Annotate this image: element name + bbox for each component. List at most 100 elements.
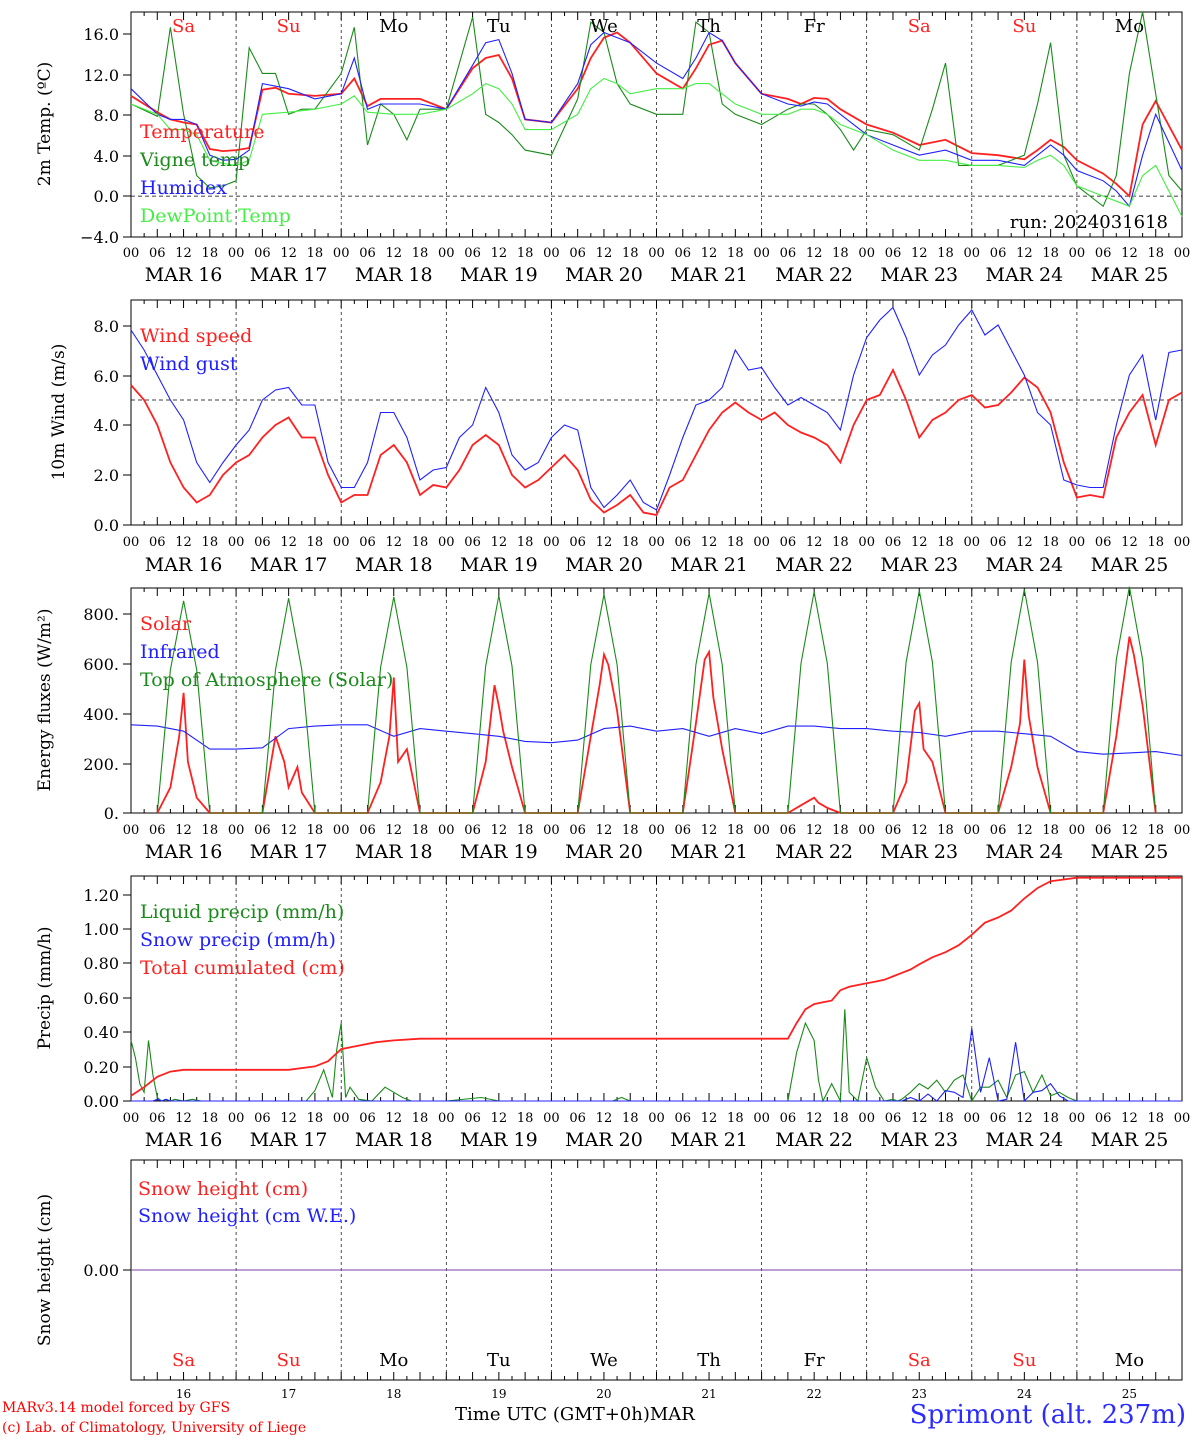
date-label: MAR 20: [565, 264, 643, 286]
hour-tick-label: 06: [675, 246, 692, 261]
hour-tick-label: 06: [149, 535, 166, 550]
legend-entry: DewPoint Temp: [140, 205, 291, 227]
hour-tick-label: 18: [622, 823, 639, 838]
day-name-top: Sa: [908, 16, 931, 37]
date-label: MAR 18: [355, 554, 433, 576]
legend-entry: Wind speed: [140, 325, 252, 347]
panel-2: 8.0 6.0 4.0 2.0 0.0 10m Wind (m/s) Wind speed W…: [49, 299, 1190, 576]
hour-tick-label: 12: [491, 823, 508, 838]
date-label: MAR 22: [775, 554, 853, 576]
legend-entry: Solar: [140, 613, 192, 635]
series-line-1: [130, 31, 1183, 198]
hour-tick-label: 12: [701, 535, 718, 550]
hour-tick-label: 06: [569, 1111, 586, 1126]
hour-tick-label: 00: [333, 823, 350, 838]
hour-tick-label: 12: [1121, 823, 1138, 838]
day-name-top: Mo: [379, 16, 408, 37]
hour-tick-label: 12: [911, 823, 928, 838]
day-number: 19: [491, 1387, 506, 1401]
legend-entry: Infrared: [140, 641, 220, 663]
hour-tick-label: 00: [543, 823, 560, 838]
panel-4: 1.20 1.00 0.80 0.60 0.40 0.20 0.00 Precip (mm/h…: [35, 875, 1191, 1151]
hour-tick-label: 18: [517, 1111, 534, 1126]
date-label: MAR 23: [880, 1129, 958, 1151]
day-number: 20: [596, 1387, 611, 1401]
hour-tick-label: 12: [911, 535, 928, 550]
date-label: MAR 16: [145, 1129, 223, 1151]
hour-tick-label: 00: [1174, 246, 1191, 261]
hour-tick-label: 06: [254, 246, 271, 261]
y-tick-label: 400.: [83, 705, 119, 724]
hour-tick-label: 00: [964, 535, 981, 550]
hour-tick-label: 12: [701, 246, 718, 261]
date-label: MAR 19: [460, 554, 538, 576]
hour-tick-label: 18: [412, 1111, 429, 1126]
date-label: MAR 21: [670, 264, 748, 286]
day-number: 22: [807, 1387, 822, 1401]
hour-tick-label: 18: [307, 535, 324, 550]
hour-tick-label: 06: [1095, 246, 1112, 261]
hour-tick-label: 06: [359, 535, 376, 550]
series-line-2: [130, 11, 1183, 208]
hour-tick-label: 12: [491, 535, 508, 550]
date-label: MAR 18: [355, 1129, 433, 1151]
hour-tick-label: 18: [937, 246, 954, 261]
date-label: MAR 16: [145, 841, 223, 863]
y-axis-label: Snow height (cm): [35, 1194, 55, 1346]
hour-tick-label: 12: [280, 823, 297, 838]
hour-tick-label: 06: [1095, 535, 1112, 550]
hour-tick-label: 18: [1042, 535, 1059, 550]
hour-tick-label: 00: [123, 1111, 140, 1126]
hour-tick-label: 00: [228, 1111, 245, 1126]
y-tick-label: 8.0: [94, 106, 119, 125]
hour-tick-label: 12: [385, 823, 402, 838]
hour-tick-label: 18: [202, 823, 219, 838]
hour-tick-label: 12: [1121, 535, 1138, 550]
panel-frame: [130, 587, 1183, 814]
hour-tick-label: 12: [701, 823, 718, 838]
hour-tick-label: 00: [964, 823, 981, 838]
date-label: MAR 23: [880, 554, 958, 576]
credits: MARv3.14 model forced by GFS (c) Lab. of…: [2, 1398, 306, 1438]
day-name-top: Su: [277, 16, 301, 37]
day-number: 17: [281, 1387, 296, 1401]
hour-tick-label: 06: [885, 823, 902, 838]
day-name-top: Tu: [487, 16, 511, 37]
date-label: MAR 25: [1091, 264, 1169, 286]
series-line-1: [130, 367, 1183, 517]
series-line-1: [130, 1009, 1078, 1104]
y-tick-label: 0.60: [83, 989, 119, 1008]
date-label: MAR 21: [670, 554, 748, 576]
y-axis-label: 10m Wind (m/s): [49, 344, 69, 481]
date-label: MAR 21: [670, 841, 748, 863]
y-tick-label: −4.0: [80, 228, 119, 247]
hour-tick-label: 12: [806, 1111, 823, 1126]
hour-tick-label: 18: [1042, 246, 1059, 261]
time-axis-title: Time UTC (GMT+0h)MAR: [455, 1404, 695, 1425]
date-label: MAR 20: [565, 1129, 643, 1151]
hour-tick-label: 00: [1069, 823, 1086, 838]
y-axis-label: 2m Temp. (ºC): [35, 62, 55, 187]
hour-tick-label: 06: [569, 246, 586, 261]
hour-tick-label: 00: [858, 246, 875, 261]
hour-tick-label: 18: [727, 535, 744, 550]
hour-tick-label: 12: [280, 535, 297, 550]
date-label: MAR 23: [880, 841, 958, 863]
hour-tick-label: 00: [333, 246, 350, 261]
hour-tick-label: 12: [596, 246, 613, 261]
series-line-3: [130, 876, 1182, 1097]
hour-tick-label: 00: [543, 1111, 560, 1126]
hour-tick-label: 06: [149, 823, 166, 838]
hour-tick-label: 12: [1016, 535, 1033, 550]
y-tick-label: 600.: [83, 655, 119, 674]
hour-tick-label: 18: [517, 246, 534, 261]
day-number: 18: [386, 1387, 401, 1401]
hour-tick-label: 00: [1174, 1111, 1191, 1126]
hour-tick-label: 00: [753, 823, 770, 838]
day-name-bottom: We: [590, 1350, 618, 1371]
hour-tick-label: 12: [491, 1111, 508, 1126]
hour-tick-label: 12: [1121, 246, 1138, 261]
day-name-bottom: Sa: [172, 1350, 195, 1371]
hour-tick-label: 06: [675, 535, 692, 550]
